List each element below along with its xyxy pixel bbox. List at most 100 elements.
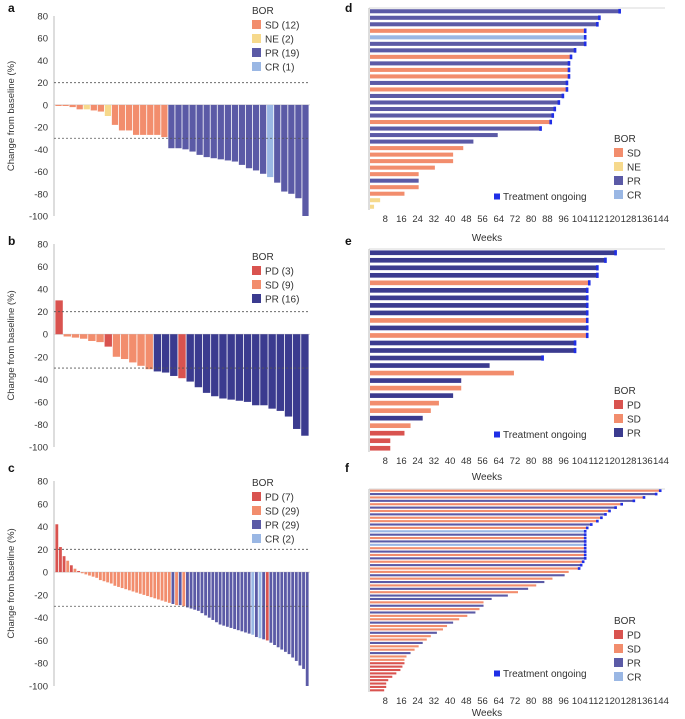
x-tick-f: 80 xyxy=(526,696,537,707)
x-tick-d: 72 xyxy=(510,214,521,225)
bar-f xyxy=(370,580,545,584)
bar-b xyxy=(88,334,96,341)
x-tick-e: 112 xyxy=(588,456,603,467)
ongoing-marker-e xyxy=(585,287,589,293)
bar-a xyxy=(90,104,97,111)
x-tick-d: 88 xyxy=(542,214,553,225)
ongoing-marker-d xyxy=(567,61,571,66)
bar-c xyxy=(189,572,193,609)
y-tick-c: -60 xyxy=(34,636,48,647)
ongoing-marker-f xyxy=(658,489,662,493)
y-tick-a: 40 xyxy=(37,56,48,67)
bar-c xyxy=(157,572,160,600)
bar-c xyxy=(88,572,91,576)
bar-d xyxy=(370,28,585,33)
bar-a xyxy=(175,104,182,149)
bar-c xyxy=(98,572,102,581)
y-tick-c: -100 xyxy=(29,682,48,693)
bar-f xyxy=(370,560,583,563)
bar-c xyxy=(262,572,266,640)
ongoing-marker-d xyxy=(565,87,569,92)
bar-e xyxy=(370,325,587,331)
bar-c xyxy=(95,572,99,578)
x-tick-d: 24 xyxy=(412,214,423,225)
bar-d xyxy=(370,93,563,98)
y-tick-c: -40 xyxy=(34,613,48,624)
bar-f xyxy=(370,638,427,641)
bar-d xyxy=(370,61,569,66)
ongoing-legend-label-e: Treatment ongoing xyxy=(503,430,587,441)
bar-b xyxy=(104,334,112,347)
legend-label-b-PD: PD (3) xyxy=(265,267,294,278)
y-tick-a: -60 xyxy=(34,167,48,178)
x-tick-e: 72 xyxy=(510,456,521,467)
legend-label-d-NE: NE xyxy=(627,163,641,174)
bar-f xyxy=(370,516,602,519)
ongoing-marker-d xyxy=(569,54,573,60)
legend-swatch-c-SD xyxy=(252,506,261,515)
bar-e xyxy=(370,280,589,286)
bar-f xyxy=(370,584,537,587)
ongoing-marker-e xyxy=(573,340,577,346)
bar-b xyxy=(120,334,129,360)
ongoing-marker-e xyxy=(541,355,544,361)
bar-b xyxy=(252,334,260,406)
bar-a xyxy=(55,104,62,106)
ongoing-marker-d xyxy=(561,93,565,99)
bar-f xyxy=(370,631,437,634)
legend-label-e-SD: SD xyxy=(627,415,641,426)
bar-a xyxy=(252,104,260,171)
x-tick-f: 112 xyxy=(588,696,603,707)
legend-swatch-e-PD xyxy=(614,400,623,409)
bar-f xyxy=(370,608,480,611)
panel-d: d 8 16 24 32 40 48 56 64 72 80 88 96 104 112 120 128 136 1… xyxy=(345,1,669,244)
x-tick-f: 32 xyxy=(429,696,440,707)
bar-f xyxy=(370,665,403,668)
x-axis-label-e: Weeks xyxy=(472,472,502,483)
bar-a xyxy=(111,104,119,125)
bar-e xyxy=(370,272,598,278)
bar-b xyxy=(202,334,211,393)
y-tick-b: 80 xyxy=(37,240,48,251)
x-tick-f: 56 xyxy=(477,696,488,707)
ongoing-marker-e xyxy=(585,302,589,309)
bar-f xyxy=(370,506,616,509)
y-tick-c: -20 xyxy=(34,590,48,601)
bar-b xyxy=(260,334,268,406)
bar-f xyxy=(370,662,405,665)
bar-e xyxy=(370,385,462,391)
x-tick-d: 96 xyxy=(558,214,569,225)
y-tick-c: 80 xyxy=(37,477,48,488)
ongoing-marker-d xyxy=(553,106,557,112)
y-tick-b: -100 xyxy=(29,443,48,454)
bar-f xyxy=(370,526,587,529)
ongoing-legend-swatch-d xyxy=(494,193,500,200)
x-tick-e: 40 xyxy=(445,456,456,467)
bar-f xyxy=(370,597,492,601)
bar-e xyxy=(370,438,391,444)
bar-f xyxy=(370,577,553,580)
ongoing-marker-e xyxy=(604,257,607,263)
ongoing-marker-f xyxy=(583,557,587,560)
bar-c xyxy=(69,565,73,573)
bar-f xyxy=(370,672,397,675)
y-tick-a: 20 xyxy=(37,78,48,89)
y-tick-c: 0 xyxy=(43,568,48,579)
x-tick-d: 32 xyxy=(429,214,440,225)
bar-c xyxy=(80,572,84,574)
bar-b xyxy=(71,334,80,338)
x-tick-f: 104 xyxy=(572,696,588,707)
bar-c xyxy=(254,572,258,638)
ongoing-marker-d xyxy=(573,48,577,53)
x-tick-f: 48 xyxy=(461,696,472,707)
legend-label-a-CR: CR (1) xyxy=(265,63,294,74)
bar-a xyxy=(125,104,133,131)
bar-f xyxy=(370,601,484,604)
bar-c xyxy=(193,572,197,610)
x-tick-f: 136 xyxy=(637,696,653,707)
legend-label-b-PR_dark: PR (16) xyxy=(265,295,299,306)
legend-label-d-SD: SD xyxy=(627,149,641,160)
bar-d xyxy=(370,191,405,196)
ongoing-marker-e xyxy=(585,332,589,339)
bar-f xyxy=(370,520,598,523)
